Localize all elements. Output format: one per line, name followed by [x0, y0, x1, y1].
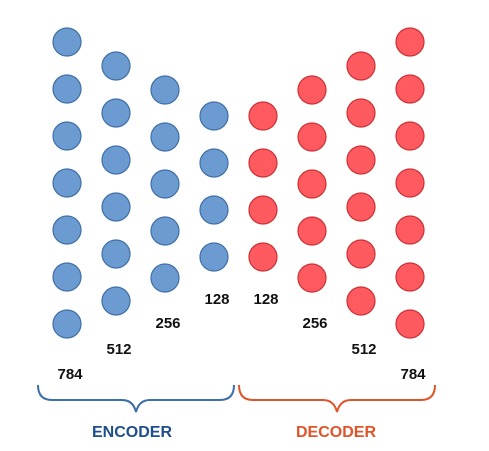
layer-size-label: 512	[351, 341, 376, 358]
decoder-node	[346, 286, 376, 316]
encoder-node	[199, 148, 229, 178]
decoder-node	[395, 27, 425, 57]
decoder-node	[297, 216, 327, 246]
decoder-node	[248, 195, 278, 225]
encoder-label: ENCODER	[92, 424, 172, 441]
encoder-node	[52, 262, 82, 292]
layer-size-label: 256	[155, 315, 180, 332]
decoder-node	[297, 263, 327, 293]
decoder-node	[346, 192, 376, 222]
encoder-node	[199, 195, 229, 225]
layer-size-label: 256	[302, 315, 327, 332]
decoder-label: DECODER	[296, 424, 376, 441]
encoder-node	[150, 263, 180, 293]
network-nodes	[52, 27, 425, 339]
decoder-node	[346, 51, 376, 81]
encoder-node	[150, 122, 180, 152]
decoder-node	[346, 239, 376, 269]
encoder-node	[101, 286, 131, 316]
encoder-node	[52, 168, 82, 198]
decoder-node	[395, 262, 425, 292]
decoder-node	[395, 121, 425, 151]
encoder-node	[52, 27, 82, 57]
encoder-node	[52, 309, 82, 339]
encoder-node	[150, 75, 180, 105]
decoder-brace	[238, 384, 436, 413]
encoder-node	[101, 98, 131, 128]
decoder-node	[297, 169, 327, 199]
encoder-node	[52, 74, 82, 104]
decoder-node	[395, 215, 425, 245]
encoder-node	[199, 101, 229, 131]
layer-labels: 784 512 256 128 128 256 512 784	[57, 291, 426, 383]
encoder-node	[52, 121, 82, 151]
decoder-node	[248, 242, 278, 272]
encoder-brace	[37, 384, 235, 413]
encoder-node	[199, 242, 229, 272]
encoder-node	[150, 216, 180, 246]
layer-size-label: 784	[57, 366, 83, 383]
decoder-node	[248, 101, 278, 131]
encoder-node	[101, 51, 131, 81]
decoder-node	[248, 148, 278, 178]
encoder-node	[101, 192, 131, 222]
layer-size-label: 512	[106, 341, 131, 358]
encoder-node	[101, 145, 131, 175]
decoder-node	[297, 122, 327, 152]
decoder-node	[395, 168, 425, 198]
decoder-node	[395, 74, 425, 104]
encoder-node	[101, 239, 131, 269]
decoder-node	[346, 98, 376, 128]
layer-size-label: 784	[400, 366, 426, 383]
decoder-node	[297, 75, 327, 105]
layer-size-label: 128	[253, 291, 278, 308]
layer-size-label: 128	[204, 291, 229, 308]
encoder-node	[150, 169, 180, 199]
decoder-node	[395, 309, 425, 339]
decoder-node	[346, 145, 376, 175]
encoder-node	[52, 215, 82, 245]
